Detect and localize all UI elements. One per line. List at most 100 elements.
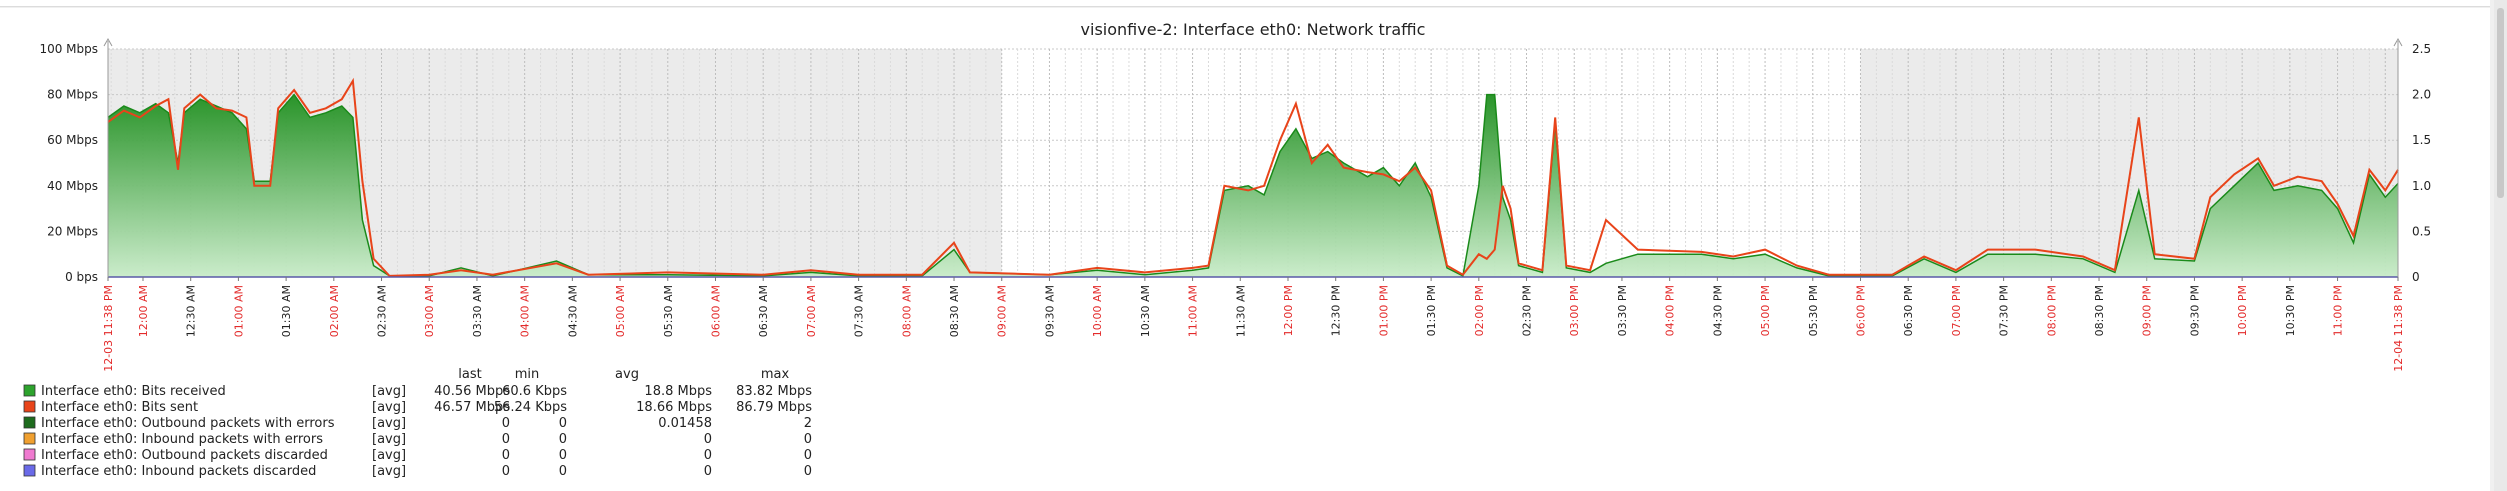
y-axis-left-arrow — [103, 37, 113, 47]
legend-value-min: 0 — [559, 448, 567, 463]
legend-series-name: Interface eth0: Inbound packets discarde… — [41, 464, 316, 479]
x-tick-label: 03:30 PM — [1616, 285, 1629, 336]
x-tick-label: 04:00 AM — [519, 285, 532, 337]
legend-series-name: Interface eth0: Bits received — [41, 384, 226, 399]
legend-value-avg: 0.01458 — [658, 416, 712, 431]
scrollbar[interactable] — [2494, 0, 2507, 491]
legend-swatch — [23, 464, 36, 477]
legend-value-max: 0 — [804, 432, 812, 447]
x-tick-label: 10:00 PM — [2236, 285, 2249, 336]
legend-value-avg: 18.66 Mbps — [636, 400, 712, 415]
x-tick-label: 08:30 PM — [2093, 285, 2106, 336]
x-tick-label: 07:00 AM — [805, 285, 818, 337]
x-tick-label: 02:00 AM — [328, 285, 341, 337]
x-tick-label: 12-03 11:38 PM — [102, 285, 115, 372]
x-tick-label: 12-04 11:38 PM — [2392, 285, 2405, 372]
x-tick-label: 08:00 PM — [2045, 285, 2058, 336]
x-tick-label: 04:30 PM — [1711, 285, 1724, 336]
legend-value-min: 0 — [559, 416, 567, 431]
legend-header-last: last — [458, 367, 481, 382]
x-tick-label: 09:00 AM — [996, 285, 1009, 337]
y-left-tick-label: 60 Mbps — [47, 133, 98, 147]
x-tick-label: 02:00 PM — [1473, 285, 1486, 336]
x-tick-label: 05:30 AM — [662, 285, 675, 337]
x-tick-label: 06:00 PM — [1854, 285, 1867, 336]
x-tick-label: 03:30 AM — [471, 285, 484, 337]
legend-header-avg: avg — [615, 367, 639, 382]
x-tick-label: 06:30 PM — [1902, 285, 1915, 336]
y-left-tick-label: 20 Mbps — [47, 224, 98, 238]
x-tick-label: 02:30 PM — [1521, 285, 1534, 336]
y-left-tick-label: 0 bps — [65, 270, 98, 284]
legend-value-last: 46.57 Mbps — [434, 400, 510, 415]
legend-value-max: 0 — [804, 448, 812, 463]
x-tick-label: 10:00 AM — [1091, 285, 1104, 337]
legend-series-name: Interface eth0: Inbound packets with err… — [41, 432, 323, 447]
legend-function: [avg] — [372, 464, 406, 479]
x-tick-label: 06:00 AM — [709, 285, 722, 337]
y-left-tick-label: 100 Mbps — [39, 42, 98, 56]
y-right-tick-label: 1.0 — [2412, 179, 2431, 193]
legend-header-max: max — [761, 367, 790, 382]
y-left-tick-label: 40 Mbps — [47, 179, 98, 193]
x-tick-label: 12:00 PM — [1282, 285, 1295, 336]
x-tick-label: 12:00 AM — [137, 285, 150, 337]
legend-value-max: 0 — [804, 464, 812, 479]
x-tick-label: 09:30 PM — [2188, 285, 2201, 336]
legend-value-max: 2 — [804, 416, 812, 431]
x-tick-label: 10:30 AM — [1139, 285, 1152, 337]
y-right-tick-label: 1.5 — [2412, 133, 2431, 147]
scrollbar-thumb[interactable] — [2497, 8, 2504, 198]
x-tick-label: 04:00 PM — [1664, 285, 1677, 336]
legend-header-min: min — [515, 367, 540, 382]
x-tick-label: 11:00 AM — [1187, 285, 1200, 337]
y-right-tick-label: 0 — [2412, 270, 2420, 284]
legend-function: [avg] — [372, 400, 406, 415]
x-tick-label: 12:30 AM — [185, 285, 198, 337]
legend-series-name: Interface eth0: Bits sent — [41, 400, 198, 415]
x-tick-label: 04:30 AM — [566, 285, 579, 337]
legend-value-min: 0 — [559, 432, 567, 447]
x-tick-label: 01:30 PM — [1425, 285, 1438, 336]
x-tick-label: 01:30 AM — [280, 285, 293, 337]
x-tick-label: 07:30 PM — [1998, 285, 2011, 336]
y-axis-right-arrow — [2393, 37, 2403, 47]
x-tick-label: 08:30 AM — [948, 285, 961, 337]
x-tick-label: 12:30 PM — [1330, 285, 1343, 336]
x-tick-label: 05:00 AM — [614, 285, 627, 337]
bits-sent-line — [107, 77, 2399, 277]
legend-function: [avg] — [372, 432, 406, 447]
x-tick-label: 09:00 PM — [2141, 285, 2154, 336]
legend-value-avg: 0 — [704, 464, 712, 479]
bits-received-area — [108, 94, 2398, 277]
x-tick-label: 01:00 PM — [1377, 285, 1390, 336]
x-tick-label: 09:30 AM — [1043, 285, 1056, 337]
legend-value-max: 83.82 Mbps — [736, 384, 812, 399]
x-tick-label: 05:00 PM — [1759, 285, 1772, 336]
x-tick-label: 02:30 AM — [376, 285, 389, 337]
x-tick-label: 03:00 PM — [1568, 285, 1581, 336]
x-tick-label: 11:00 PM — [2332, 285, 2345, 336]
legend-swatch — [23, 448, 36, 461]
legend-function: [avg] — [372, 448, 406, 463]
legend-value-last: 0 — [502, 448, 510, 463]
legend-value-min: 56.24 Kbps — [494, 400, 567, 415]
x-tick-label: 11:30 AM — [1234, 285, 1247, 337]
legend-swatch — [23, 432, 36, 445]
legend-function: [avg] — [372, 416, 406, 431]
legend-swatch — [23, 400, 36, 413]
legend-series-name: Interface eth0: Outbound packets with er… — [41, 416, 335, 431]
legend-series-name: Interface eth0: Outbound packets discard… — [41, 448, 328, 463]
legend-value-avg: 0 — [704, 432, 712, 447]
x-tick-label: 06:30 AM — [757, 285, 770, 337]
legend-value-min: 0 — [559, 464, 567, 479]
y-right-tick-label: 0.5 — [2412, 224, 2431, 238]
legend-function: [avg] — [372, 384, 406, 399]
legend-value-last: 0 — [502, 416, 510, 431]
legend-value-last: 0 — [502, 464, 510, 479]
top-bar — [0, 0, 2490, 7]
legend-value-last: 0 — [502, 432, 510, 447]
x-tick-label: 05:30 PM — [1807, 285, 1820, 336]
chart-title: visionfive-2: Interface eth0: Network tr… — [1081, 20, 1426, 39]
